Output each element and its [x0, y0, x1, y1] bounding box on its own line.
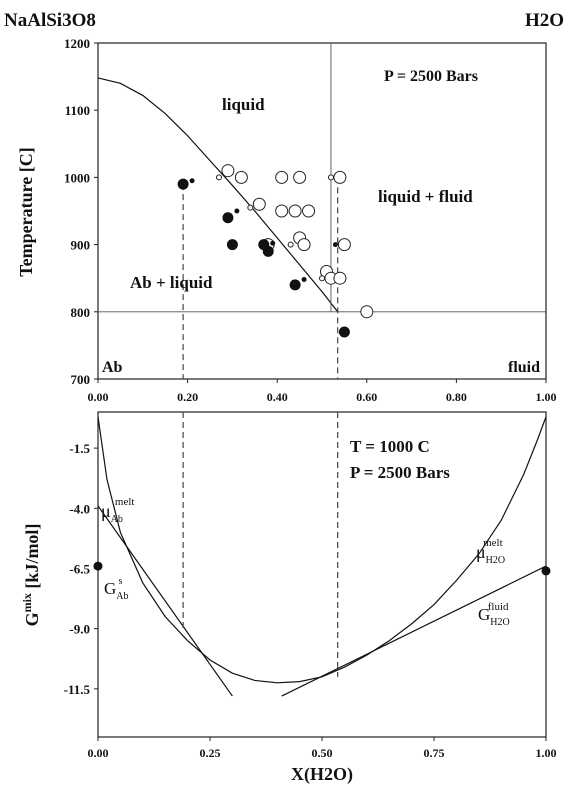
- ab-liquid-field-label: Ab + liquid: [130, 273, 213, 292]
- open-point: [288, 204, 302, 218]
- liquidus-curve: [97, 77, 339, 313]
- gibbs-energy-panel: -1.5 -4.0 -6.5 -9.0 -11.5 0.00 0.25 0.50 0.75 1.…: [20, 411, 557, 785]
- pressure-label: P = 2500 Bars: [384, 68, 478, 85]
- open-point: [221, 164, 235, 178]
- top-y-tick-label: 1000: [64, 170, 90, 185]
- open-point: [337, 238, 351, 252]
- ab-corner-label: Ab: [102, 359, 123, 376]
- bottom-x-tick-label: 1.00: [536, 746, 557, 760]
- open-point-small: [327, 174, 334, 181]
- gibbs-curves: [93, 412, 551, 697]
- mu-h2o-melt-label: μH2Omelt: [476, 537, 505, 566]
- temperature-composition-panel: NaAlSi3O8 H2O 700 800 900 1000 1100 1200 0.00…: [4, 10, 564, 404]
- filled-point: [177, 178, 189, 190]
- bottom-x-ticks: 0.00 0.25 0.50 0.75 1.00: [88, 737, 557, 760]
- top-y-tick-label: 700: [71, 372, 91, 387]
- open-point: [333, 170, 347, 184]
- top-y-tick-label: 1100: [65, 103, 90, 118]
- open-point: [275, 170, 289, 184]
- open-point: [293, 170, 307, 184]
- bottom-y-ticks: -1.5 -4.0 -6.5 -9.0 -11.5: [64, 441, 98, 697]
- open-point-small: [287, 241, 294, 248]
- top-y-axis-label: Temperature [C]: [16, 147, 36, 276]
- bottom-y-tick-label: -11.5: [64, 682, 91, 697]
- tangent-line-water: [281, 565, 547, 697]
- top-x-tick-label: 0.00: [88, 390, 109, 404]
- filled-point-small: [189, 178, 195, 184]
- bottom-y-tick-label: -9.0: [69, 622, 90, 637]
- open-point-small: [215, 174, 222, 181]
- top-x-tick-label: 1.00: [536, 390, 557, 404]
- bottom-y-tick-label: -6.5: [69, 561, 90, 576]
- filled-point-small: [301, 277, 307, 283]
- bottom-x-tick-label: 0.25: [200, 746, 221, 760]
- bottom-plot-frame: [97, 411, 547, 738]
- open-point: [275, 204, 289, 218]
- filled-point: [226, 239, 238, 251]
- bottom-pressure-label: P = 2500 Bars: [350, 463, 450, 482]
- bottom-y-tick-label: -1.5: [69, 441, 90, 456]
- liquid-field-label: liquid: [222, 95, 265, 114]
- header-right-label: H2O: [525, 10, 564, 31]
- filled-point: [222, 212, 234, 224]
- liquid-fluid-field-label: liquid + fluid: [378, 187, 473, 206]
- top-y-tick-label: 800: [71, 305, 91, 320]
- experiment-points: [177, 164, 374, 338]
- filled-point: [289, 279, 301, 291]
- open-point: [302, 204, 316, 218]
- top-x-tick-label: 0.80: [446, 390, 467, 404]
- top-plot-frame: [97, 42, 547, 380]
- top-x-tick-label: 0.40: [267, 390, 288, 404]
- filled-point-small: [332, 242, 338, 248]
- top-y-tick-label: 1200: [64, 36, 90, 51]
- open-point: [252, 197, 266, 211]
- bottom-y-axis-label: Gmix [kJ/mol]: [20, 524, 42, 627]
- bottom-x-tick-label: 0.00: [88, 746, 109, 760]
- filled-point: [338, 326, 350, 338]
- open-point: [360, 305, 374, 319]
- fluid-corner-label: fluid: [508, 359, 540, 376]
- top-y-tick-label: 900: [71, 238, 91, 253]
- filled-point-small: [234, 208, 240, 214]
- g-h2o-fluid-label: GH2Ofluid: [478, 601, 510, 628]
- bottom-y-tick-label: -4.0: [69, 501, 90, 516]
- mu-ab-melt-label: μAbmelt: [101, 496, 134, 525]
- open-point-small: [247, 204, 254, 211]
- top-x-tick-label: 0.20: [177, 390, 198, 404]
- temperature-label: T = 1000 C: [350, 437, 430, 456]
- tangent-line-albite: [97, 505, 233, 697]
- open-point-small: [319, 275, 325, 282]
- top-x-ticks: 0.00 0.20 0.40 0.60 0.80 1.00: [88, 379, 557, 404]
- filled-point: [262, 245, 274, 257]
- open-point: [234, 170, 248, 184]
- g-ab-solid-label: GAbs: [104, 576, 129, 602]
- endpoint-dot: [93, 561, 103, 571]
- header-left-label: NaAlSi3O8: [4, 10, 96, 31]
- open-point: [333, 271, 347, 285]
- bottom-x-tick-label: 0.75: [424, 746, 445, 760]
- top-y-ticks: 700 800 900 1000 1100 1200: [64, 36, 98, 387]
- phase-boundaries: [97, 43, 546, 379]
- endpoint-dot: [541, 566, 551, 576]
- open-point: [297, 238, 311, 252]
- filled-point-small: [270, 240, 276, 246]
- bottom-x-axis-label: X(H2O): [291, 764, 353, 785]
- bottom-x-tick-label: 0.50: [312, 746, 333, 760]
- top-x-tick-label: 0.60: [356, 390, 377, 404]
